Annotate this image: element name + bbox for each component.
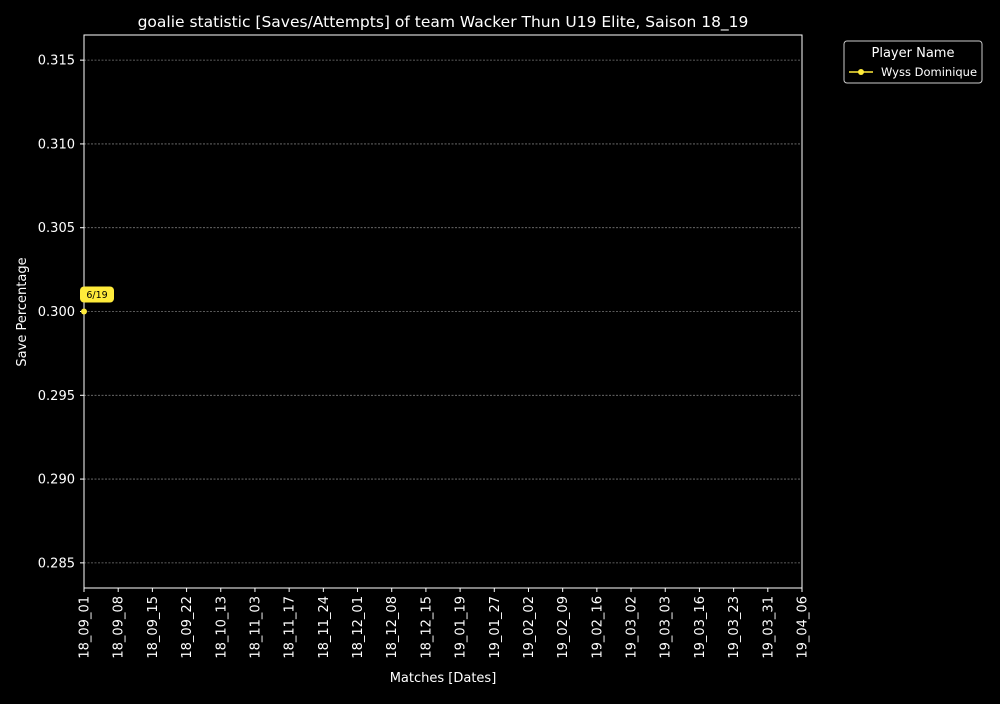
grid-lines: [84, 59, 802, 564]
x-axis-label: Matches [Dates]: [390, 671, 497, 686]
x-tick-label: 19_02_16: [590, 596, 605, 659]
x-tick-label: 19_03_31: [761, 596, 776, 659]
y-tick-label: 0.290: [38, 473, 75, 488]
x-tick-label: 19_04_06: [796, 596, 811, 659]
x-tick-label: 18_09_01: [78, 596, 93, 659]
y-tick-label: 0.285: [38, 556, 75, 571]
y-axis-ticks: 0.285 0.290 0.295 0.300 0.305 0.310 0.315: [38, 54, 84, 571]
x-tick-label: 18_11_24: [317, 596, 332, 659]
x-tick-label: 19_01_27: [488, 596, 503, 659]
y-tick-label: 0.310: [38, 137, 75, 152]
x-axis-ticks: 18_09_01 18_09_08 18_09_15 18_09_22 18_10_13…: [78, 588, 811, 659]
x-tick-label: 19_03_03: [659, 596, 674, 659]
x-tick-label: 18_09_08: [112, 596, 127, 659]
y-tick-label: 0.300: [38, 305, 75, 320]
y-tick-label: 0.295: [38, 389, 75, 404]
x-tick-label: 18_11_03: [248, 596, 263, 659]
x-tick-label: 18_12_15: [419, 596, 434, 659]
x-tick-label: 18_12_01: [351, 596, 366, 659]
legend-series-label: Wyss Dominique: [881, 65, 977, 79]
x-tick-label: 18_09_22: [180, 596, 195, 659]
x-tick-label: 19_02_02: [522, 596, 537, 659]
legend-box: [843, 40, 983, 84]
x-tick-label: 19_03_23: [727, 596, 742, 659]
x-tick-label: 18_11_17: [283, 596, 298, 659]
legend-series-marker: [858, 69, 864, 75]
y-tick-label: 0.315: [38, 54, 75, 69]
x-tick-label: 18_09_15: [146, 596, 161, 659]
series-layer: 6/19: [80, 286, 114, 315]
y-tick-label: 0.305: [38, 221, 75, 236]
x-tick-label: 19_01_19: [454, 596, 469, 659]
x-tick-label: 18_10_13: [214, 596, 229, 659]
x-tick-label: 19_02_09: [556, 596, 571, 659]
data-label-box: [80, 286, 114, 303]
x-tick-label: 19_03_16: [693, 596, 708, 659]
legend: Player Name Wyss Dominique: [843, 40, 983, 84]
legend-title: Player Name: [872, 46, 955, 61]
y-axis-label: Save Percentage: [15, 257, 30, 366]
data-label: 6/19: [86, 290, 107, 301]
x-tick-label: 18_12_08: [385, 596, 400, 659]
chart-title: goalie statistic [Saves/Attempts] of tea…: [138, 13, 749, 32]
x-tick-label: 19_03_02: [625, 596, 640, 659]
data-point: [81, 308, 87, 315]
